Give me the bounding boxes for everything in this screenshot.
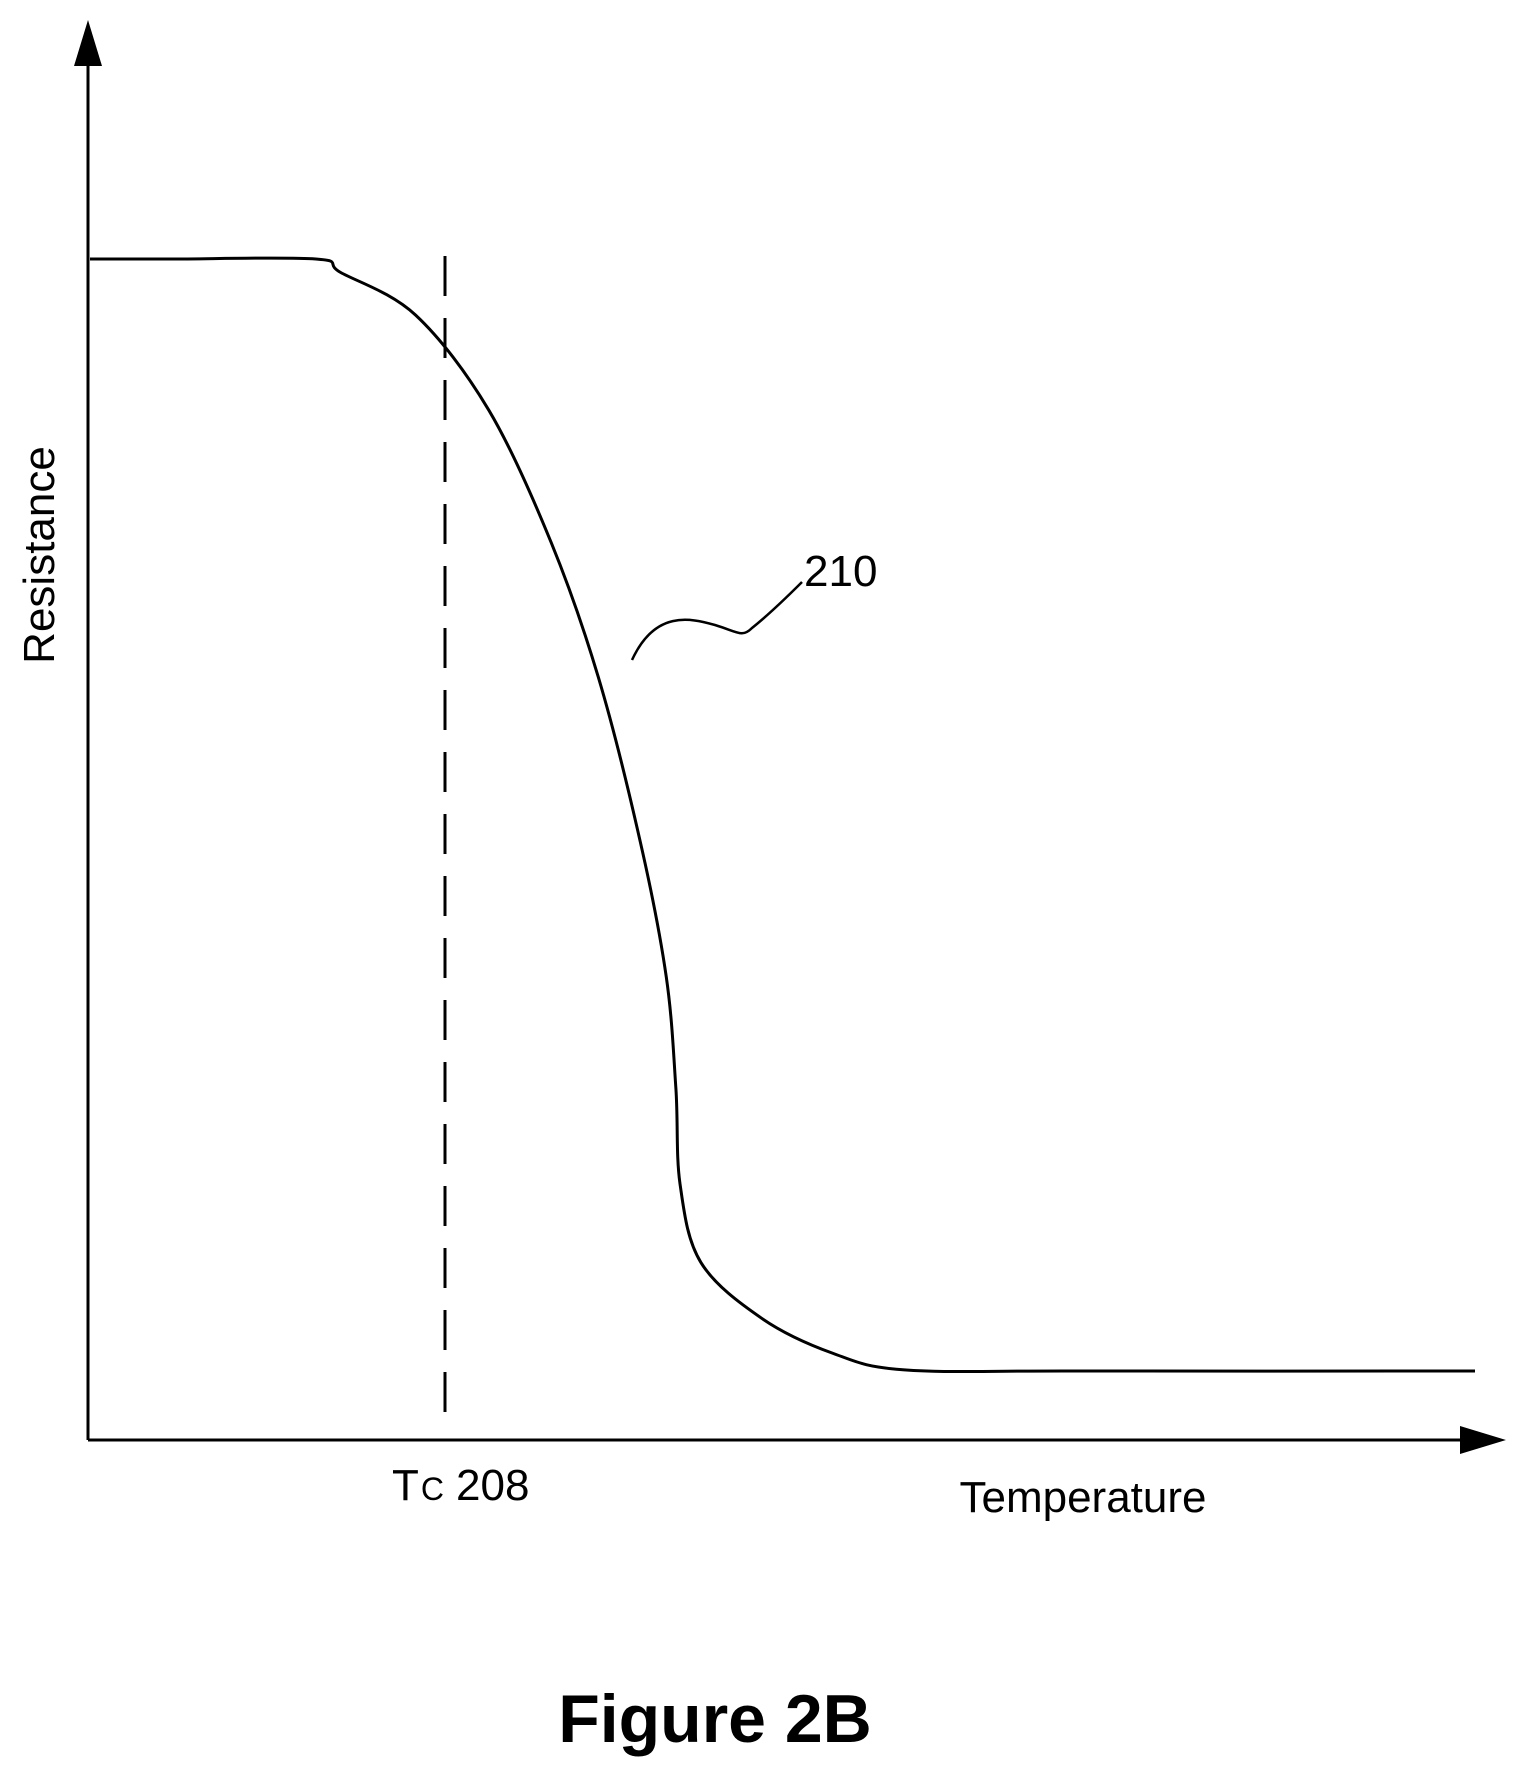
tc-ref: 208	[456, 1461, 529, 1510]
tc-subscript: C	[421, 1471, 444, 1507]
resistance-curve	[90, 256, 1476, 1374]
y-axis-arrow	[74, 20, 102, 66]
tc-symbol: T	[392, 1461, 419, 1510]
critical-temperature-label: TC 208	[392, 1461, 529, 1510]
curve-reference-label: 210	[804, 547, 877, 596]
curve-reference-leader	[630, 581, 803, 661]
y-axis-label: Resistance	[15, 446, 64, 664]
x-axis-arrow	[1460, 1426, 1506, 1454]
figure-caption: Figure 2B	[558, 1681, 872, 1757]
x-axis-label: Temperature	[959, 1473, 1206, 1522]
